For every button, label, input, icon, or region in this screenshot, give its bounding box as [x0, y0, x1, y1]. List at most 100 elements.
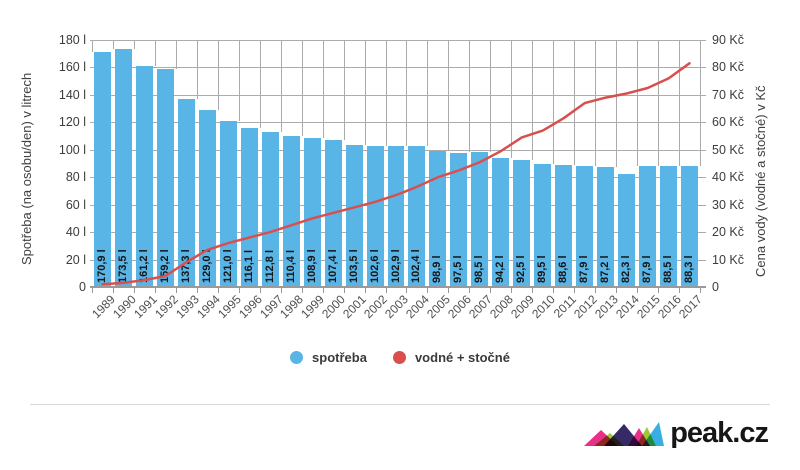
gridline-v [112, 40, 114, 49]
y-tick-right: 80 Kč [712, 60, 744, 75]
gridline-v [637, 40, 639, 167]
gridline-v [679, 40, 681, 166]
footer-divider [30, 404, 770, 405]
bar-value-label: 87,2 l [599, 255, 612, 283]
bar-value-label: 116,1 l [242, 249, 255, 283]
gridline-v [280, 40, 282, 133]
y-tick-left: 100 l [58, 142, 86, 157]
y-tick-left: 80 l [65, 170, 86, 185]
bar-value-label: 102,6 l [368, 249, 381, 283]
y-tick-left: 0 [79, 280, 86, 294]
x-tickmark [92, 288, 93, 293]
legend-dot-price-icon [392, 351, 406, 364]
x-tickmark [364, 288, 366, 293]
x-tickmark [490, 288, 492, 293]
x-tickmark [322, 288, 324, 293]
gridline-v [385, 40, 387, 146]
x-tickmark [595, 288, 597, 293]
left-axis-title: Spotřeba (na osobu/den) v litrech [19, 72, 34, 265]
bar-value-label: 112,8 l [263, 249, 276, 283]
bar-value-label: 129,0 l [200, 249, 213, 283]
bar-value-label: 173,5 l [116, 249, 129, 283]
x-tickmark [133, 288, 135, 293]
legend-dot-consumption-icon [290, 351, 304, 364]
y-tick-right: 50 Kč [712, 142, 744, 157]
bar-value-label: 161,2 l [137, 249, 150, 283]
peak-logo: peak.cz [584, 417, 769, 449]
bar-value-label: 103,5 l [347, 249, 360, 283]
gridline-v [154, 40, 156, 66]
x-tickmark [637, 288, 639, 293]
y-tick-right: 10 Kč [712, 252, 744, 267]
y-tick-right: 30 Kč [712, 197, 744, 212]
x-tickmark [196, 288, 198, 293]
y-tick-left: 120 l [58, 115, 86, 130]
bar-value-label: 88,3 l [683, 255, 696, 283]
bar-value-label: 121,0 l [221, 249, 234, 283]
gridline-v [511, 40, 513, 158]
peak-logo-text: peak.cz [670, 417, 769, 449]
gridline-v [301, 40, 303, 136]
bar-value-label: 98,9 l [431, 255, 444, 283]
bar-value-label: 108,9 l [305, 249, 318, 283]
gridline-v [322, 40, 324, 138]
y-tick-left: 180 l [58, 33, 86, 47]
gridline-v [175, 40, 177, 69]
y-tick-right: 90 Kč [712, 33, 744, 47]
bar-value-label: 87,9 l [578, 255, 591, 283]
x-tickmark [553, 288, 555, 293]
gridline-v [700, 40, 701, 166]
bar-value-label: 102,9 l [389, 249, 402, 283]
x-tick-label-2017: 2017 [675, 292, 705, 322]
gridline-h [90, 40, 706, 41]
bar-value-label: 88,5 l [662, 255, 675, 283]
bar-value-label: 88,6 l [557, 255, 570, 283]
bar-value-label: 89,5 l [536, 255, 549, 283]
y-tick-right: 0 [712, 280, 719, 294]
bar-value-label: 94,2 l [494, 255, 507, 283]
y-tick-right: 60 Kč [712, 115, 744, 130]
gridline-v [427, 40, 429, 147]
x-tickmark [427, 288, 429, 293]
bar-value-label: 87,9 l [641, 255, 654, 283]
x-tickmark [532, 288, 534, 293]
gridline-v [658, 40, 660, 166]
x-tickmark [469, 288, 471, 293]
x-tickmark [301, 288, 303, 293]
y-tick-left: 40 l [65, 225, 86, 240]
gridline-v [217, 40, 219, 110]
x-tickmark [154, 288, 156, 293]
legend-label-consumption: spotřeba [312, 350, 367, 365]
bar-value-label: 107,4 l [326, 249, 339, 283]
x-tickmark [238, 288, 240, 293]
legend: spotřeba vodné + stočné [0, 350, 800, 365]
x-tickmark [343, 288, 345, 293]
bar-value-label: 137,3 l [179, 249, 192, 283]
x-tickmark [574, 288, 576, 293]
x-tickmark [217, 288, 219, 293]
gridline-v [469, 40, 471, 152]
x-axis-line [90, 286, 706, 288]
gridline-v [238, 40, 240, 121]
gridline-v [92, 40, 93, 53]
legend-label-price: vodné + stočné [414, 350, 510, 365]
bar-value-label: 170,9 l [95, 249, 108, 283]
x-tickmark [406, 288, 408, 293]
y-tick-right: 20 Kč [712, 225, 744, 240]
x-tickmark [448, 288, 450, 293]
x-tickmark [259, 288, 261, 293]
y-tick-left: 60 l [65, 197, 86, 212]
gridline-v [616, 40, 618, 168]
bar-value-label: 97,5 l [452, 255, 465, 283]
bar-value-label: 159,2 l [158, 249, 171, 283]
bar-value-label: 110,4 l [284, 249, 297, 283]
gridline-v [574, 40, 576, 166]
x-tickmark [658, 288, 660, 293]
gridline-v [259, 40, 261, 128]
bar-value-label: 82,3 l [620, 255, 633, 283]
gridline-v [448, 40, 450, 152]
gridline-v [532, 40, 534, 161]
x-tickmark [385, 288, 387, 293]
y-tick-right: 40 Kč [712, 170, 744, 185]
